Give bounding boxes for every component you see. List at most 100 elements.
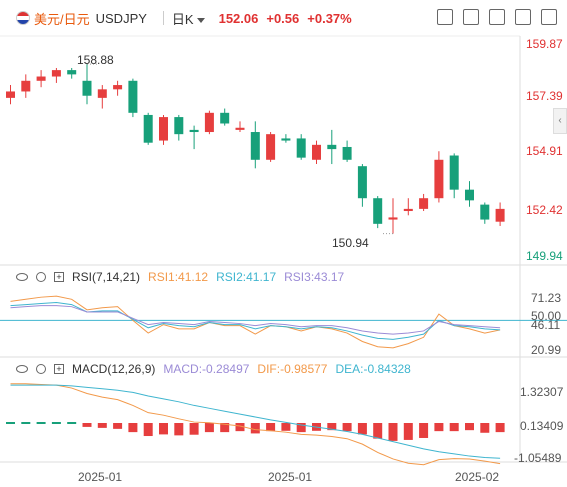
caret-down-icon — [196, 17, 205, 23]
macd-label: 0.13409 — [520, 419, 564, 433]
last-price: 152.06 — [218, 10, 259, 26]
candle-up[interactable] — [51, 70, 61, 77]
max-price-marker: 158.88 — [77, 53, 114, 67]
flag-icon — [16, 11, 30, 25]
box-icon[interactable]: + — [54, 364, 64, 374]
price-label: 159.87 — [526, 37, 563, 51]
macd-header: + MACD(12,26,9) MACD:-0.28497 DIF:-0.985… — [16, 362, 411, 376]
rsi3-value: RSI3:43.17 — [284, 270, 345, 284]
candle-up[interactable] — [419, 198, 429, 209]
rsi-header: + RSI(7,14,21) RSI1:41.12 RSI2:41.17 RSI… — [16, 270, 344, 284]
pair-name-cn[interactable]: 美元/日元 — [34, 11, 90, 27]
macd-group — [6, 383, 505, 466]
candle-down[interactable] — [250, 132, 260, 160]
macd-bar — [388, 423, 398, 441]
draw-tool-icon[interactable] — [489, 9, 505, 25]
candle-down[interactable] — [296, 138, 306, 158]
divider — [162, 11, 164, 25]
min-price-marker: 150.94 — [332, 236, 369, 250]
macd-label: 1.32307 — [520, 385, 564, 399]
candle-down[interactable] — [373, 198, 383, 224]
gear-icon[interactable] — [36, 272, 46, 282]
price-label: 154.91 — [526, 144, 563, 158]
candle-up[interactable] — [21, 80, 31, 92]
macd-bar — [449, 423, 459, 432]
line-chart-icon[interactable] — [437, 9, 453, 25]
candle-down[interactable] — [67, 70, 77, 75]
macd-bar — [159, 423, 168, 435]
toolbar — [437, 9, 557, 25]
macd-bar — [465, 423, 474, 431]
macd-bar — [495, 423, 505, 433]
candle-down[interactable] — [220, 112, 230, 124]
rsi-title: RSI(7,14,21) — [72, 270, 141, 284]
macd-bar — [82, 423, 92, 427]
candle-up[interactable] — [204, 112, 214, 133]
macd-bar — [128, 423, 138, 433]
candles-group — [6, 63, 505, 235]
candle-up[interactable] — [388, 217, 398, 220]
candle-down[interactable] — [189, 129, 199, 133]
candle-up[interactable] — [159, 117, 168, 141]
candle-up[interactable] — [235, 127, 245, 130]
period-label: 日K — [171, 11, 194, 27]
candle-up[interactable] — [266, 134, 276, 160]
dea-value: DEA:-0.84328 — [335, 362, 411, 376]
macd-bar — [220, 423, 230, 433]
eye-icon[interactable] — [16, 273, 28, 281]
rsi3-line — [10, 305, 501, 335]
candle-up[interactable] — [434, 159, 444, 199]
macd-bar — [113, 423, 123, 429]
candle-up[interactable] — [6, 91, 15, 98]
candle-up[interactable] — [36, 76, 46, 81]
candle-down[interactable] — [128, 80, 138, 113]
candle-down[interactable] — [480, 204, 490, 220]
macd-bar — [357, 423, 367, 435]
candle-up[interactable] — [403, 208, 413, 212]
candle-up[interactable] — [113, 85, 123, 90]
candle-down[interactable] — [357, 166, 367, 199]
macd-bar — [373, 423, 383, 439]
candle-up[interactable] — [495, 208, 505, 222]
candle-down[interactable] — [449, 155, 459, 190]
price-label: 157.39 — [526, 89, 563, 103]
price-change-pct: +0.37% — [307, 10, 352, 26]
macd-bar — [204, 423, 214, 433]
macd-bar — [235, 423, 245, 432]
date-label: 2025-02 — [455, 470, 499, 484]
candle-down[interactable] — [143, 114, 153, 143]
macd-bar — [97, 423, 107, 428]
rsi-label: 71.23 — [531, 291, 561, 305]
date-label: 2025-01 — [268, 470, 312, 484]
date-label: 2025-01 — [78, 470, 122, 484]
candle-down[interactable] — [82, 80, 92, 96]
macd-bar — [296, 423, 306, 433]
close-icon[interactable] — [541, 9, 557, 25]
candle-down[interactable] — [342, 146, 352, 160]
compare-icon[interactable] — [515, 9, 531, 25]
macd-bar — [342, 423, 352, 432]
macd-bar — [266, 423, 276, 432]
rsi-lines-group — [0, 295, 567, 349]
dif-value: DIF:-0.98577 — [257, 362, 328, 376]
indicator-icon[interactable] — [463, 9, 479, 25]
candle-down[interactable] — [281, 138, 291, 141]
candle-down[interactable] — [174, 117, 184, 135]
macd-bar — [174, 423, 184, 436]
candle-up[interactable] — [97, 89, 107, 98]
dif-line — [10, 383, 501, 466]
candle-down[interactable] — [327, 144, 337, 150]
gear-icon[interactable] — [36, 364, 46, 374]
price-change: +0.56 — [266, 10, 300, 26]
box-icon[interactable]: + — [54, 272, 64, 282]
macd-title: MACD(12,26,9) — [72, 362, 156, 376]
candle-down[interactable] — [465, 189, 474, 201]
dea-line — [10, 384, 501, 459]
period-selector[interactable]: 日K — [172, 9, 205, 28]
eye-icon[interactable] — [16, 365, 28, 373]
macd-label: -1.05489 — [514, 451, 562, 465]
candle-up[interactable] — [312, 144, 321, 160]
macd-bar — [403, 423, 413, 440]
